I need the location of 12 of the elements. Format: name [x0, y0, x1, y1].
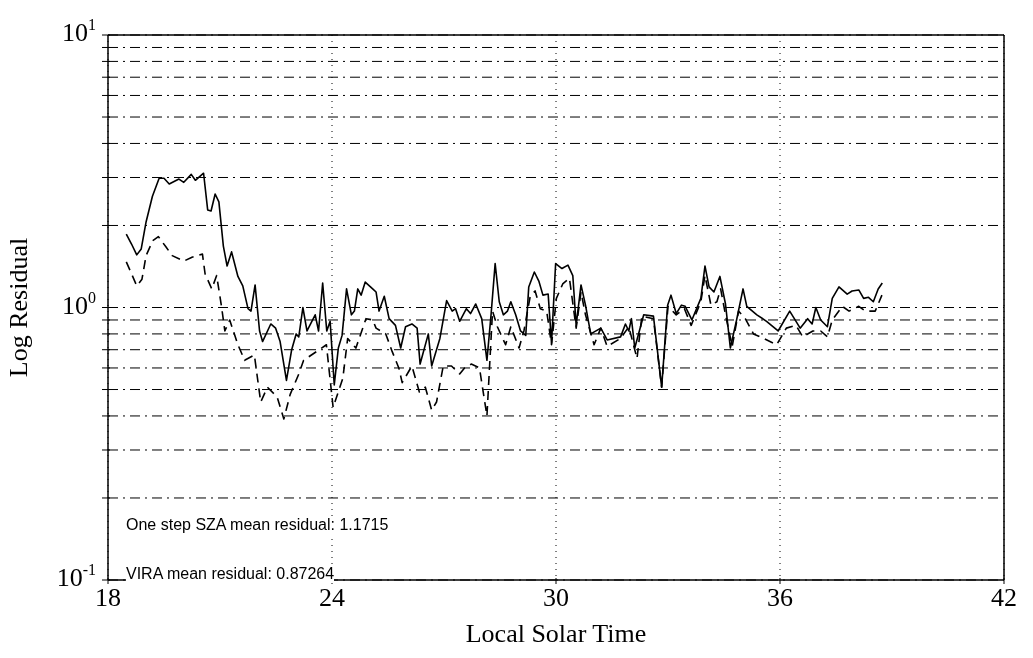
y-axis-title: Log Residual	[4, 237, 34, 378]
annotation: One step SZA mean residual: 1.1715	[126, 515, 389, 534]
y-tick-label: 10$^{-1}$	[56, 561, 96, 592]
x-tick-label: 18	[95, 583, 121, 612]
y-tick-label: 10$^{0}$	[62, 288, 96, 320]
x-tick-label: 30	[543, 583, 569, 612]
y-tick-label: 10$^{1}$	[62, 16, 96, 47]
annotation: VIRA mean residual: 0.87264	[126, 564, 335, 583]
x-tick-label: 42	[991, 583, 1017, 612]
x-tick-label: 36	[767, 583, 793, 612]
x-axis-title: Local Solar Time	[465, 619, 647, 648]
x-tick-label: 24	[319, 583, 345, 612]
